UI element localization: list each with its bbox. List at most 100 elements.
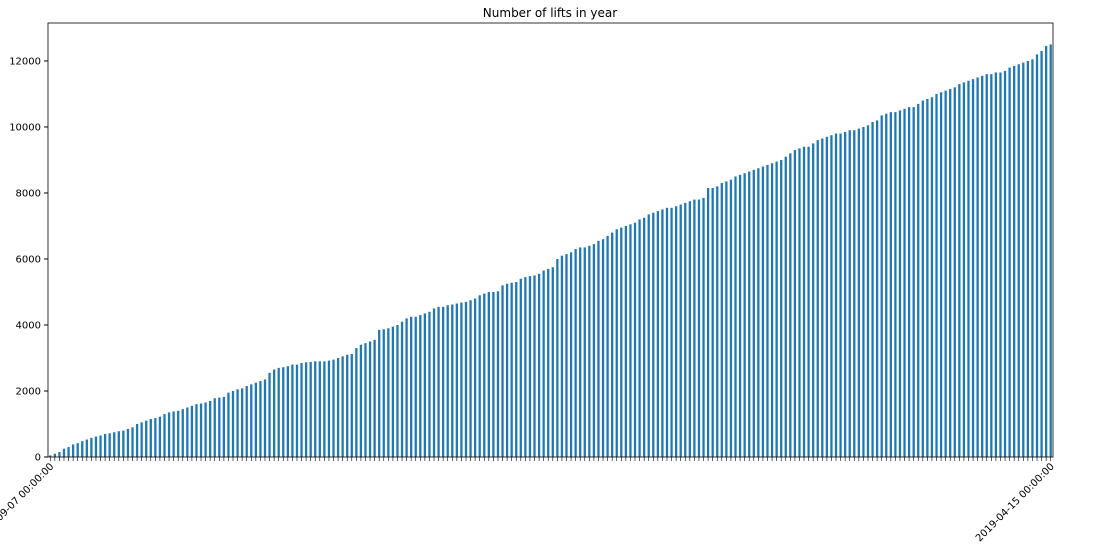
bar — [85, 439, 88, 457]
bar — [428, 311, 431, 457]
bar — [396, 324, 399, 457]
bar — [332, 359, 335, 457]
bar — [254, 382, 257, 457]
bar — [172, 411, 175, 457]
bar — [615, 229, 618, 457]
bar — [177, 410, 180, 457]
bar — [190, 405, 194, 457]
bar — [323, 361, 326, 457]
bar — [738, 174, 742, 457]
bar — [606, 235, 609, 457]
bar — [802, 146, 806, 457]
bar — [647, 214, 650, 457]
bar — [492, 291, 495, 457]
bar — [953, 87, 956, 457]
bar — [131, 427, 134, 457]
bar — [565, 254, 568, 457]
bar — [410, 316, 413, 457]
bar — [318, 361, 321, 457]
bar — [218, 397, 221, 457]
bar — [560, 255, 564, 457]
bar — [985, 74, 988, 458]
y-tick-label: 12000 — [9, 56, 41, 67]
bar — [195, 404, 198, 457]
bar — [1022, 62, 1025, 458]
bar — [780, 159, 783, 458]
bar — [930, 97, 934, 458]
bar — [601, 239, 605, 457]
bar — [917, 103, 920, 457]
bar — [350, 354, 353, 457]
bar — [807, 146, 810, 457]
bar — [688, 201, 691, 457]
bar — [167, 412, 171, 457]
bar — [199, 403, 203, 457]
bar — [569, 252, 573, 457]
bar — [117, 431, 120, 457]
chart-title: Number of lifts in year — [483, 6, 617, 20]
bar — [793, 150, 797, 457]
bar — [181, 409, 184, 457]
bar — [816, 140, 819, 457]
bar — [825, 136, 829, 458]
bar — [757, 168, 760, 457]
bar — [702, 197, 705, 457]
bar — [122, 430, 125, 457]
bar — [268, 372, 271, 457]
bar — [455, 303, 458, 457]
bar — [665, 207, 669, 457]
bar — [314, 361, 317, 457]
y-tick-label: 0 — [35, 453, 41, 464]
bar — [624, 225, 628, 457]
bar — [770, 163, 774, 457]
bar — [364, 343, 367, 457]
bar — [725, 181, 728, 457]
bar — [1040, 51, 1043, 458]
bar — [272, 369, 276, 457]
bar — [250, 384, 253, 457]
bar — [592, 244, 596, 457]
bar — [437, 306, 440, 457]
bar — [505, 283, 509, 457]
bar — [432, 308, 436, 457]
bar — [962, 82, 966, 457]
bar — [798, 148, 801, 458]
bar — [231, 390, 235, 457]
x-tick-label: 2019-04-15 00:00:00 — [974, 461, 1057, 544]
bar — [789, 153, 792, 457]
bar — [291, 364, 294, 457]
bar — [857, 128, 860, 457]
bar — [1003, 70, 1007, 457]
bar — [373, 339, 376, 457]
bar — [423, 313, 427, 457]
bar — [359, 344, 363, 457]
bar — [451, 304, 454, 457]
bar — [222, 396, 226, 457]
bar — [113, 432, 116, 457]
bar — [1026, 60, 1030, 457]
bar — [163, 414, 166, 457]
bar — [875, 120, 879, 458]
bar — [524, 277, 527, 457]
bar — [414, 316, 417, 457]
bar — [894, 112, 897, 458]
bar — [1031, 59, 1034, 457]
bar — [510, 282, 513, 457]
bar — [958, 84, 961, 457]
bar — [871, 122, 874, 457]
bar — [556, 258, 559, 457]
y-tick-label: 6000 — [16, 254, 41, 265]
bar — [277, 367, 280, 457]
bar — [638, 219, 641, 457]
bar — [729, 179, 733, 457]
bar — [446, 305, 449, 457]
bar — [885, 113, 888, 457]
bar — [679, 204, 682, 457]
bar — [734, 176, 737, 457]
bar — [378, 329, 381, 457]
bar — [697, 199, 701, 457]
bar — [656, 211, 659, 457]
bar — [286, 366, 289, 457]
y-tick-label: 8000 — [16, 188, 41, 199]
bar — [542, 270, 545, 457]
